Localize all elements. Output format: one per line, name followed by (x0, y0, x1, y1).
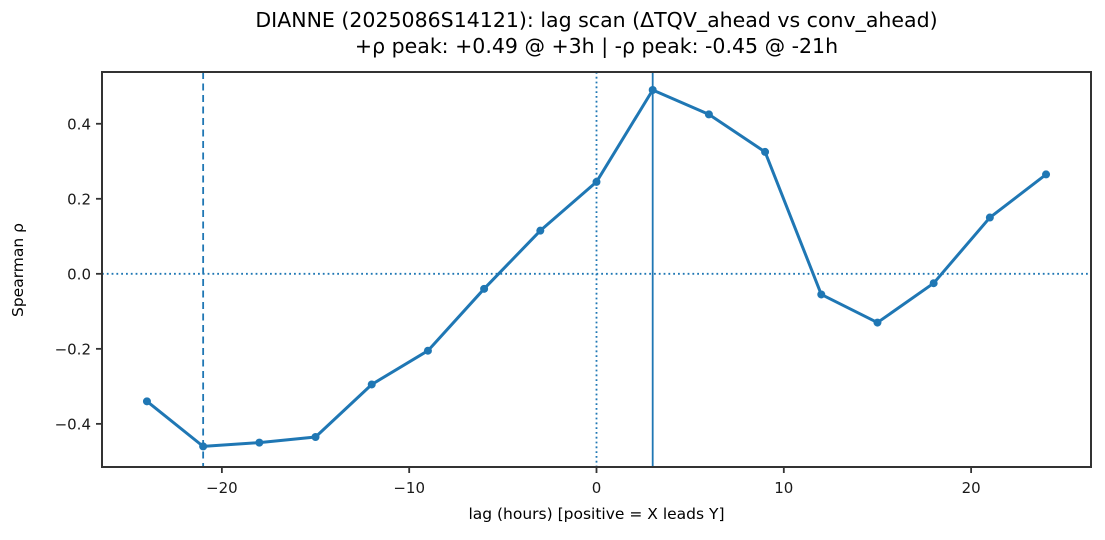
data-point (704, 110, 713, 119)
y-tick-label: −0.2 (55, 340, 91, 358)
data-point (367, 380, 376, 389)
data-point (423, 346, 432, 355)
data-point (817, 290, 826, 299)
x-tick-label: 0 (592, 479, 602, 497)
chart-title: DIANNE (2025086S14121): lag scan (ΔTQV_a… (102, 7, 1091, 59)
data-point (142, 397, 151, 406)
y-tick-label: 0.4 (67, 115, 91, 133)
data-point (1042, 170, 1051, 179)
y-tick-label: 0.0 (67, 265, 91, 283)
data-point (592, 177, 601, 186)
data-point (929, 279, 938, 288)
x-axis-label: lag (hours) [positive = X leads Y] (468, 505, 725, 523)
x-tick-label: −10 (393, 479, 425, 497)
data-point (480, 284, 489, 293)
x-tick-label: −20 (206, 479, 238, 497)
chart-title-line1: DIANNE (2025086S14121): lag scan (ΔTQV_a… (255, 8, 938, 32)
x-tick-label: 20 (962, 479, 981, 497)
chart-title-line2: +ρ peak: +0.49 @ +3h | -ρ peak: -0.45 @ … (354, 34, 839, 58)
data-point (536, 226, 545, 235)
y-axis-label: Spearman ρ (9, 223, 27, 317)
series-line (145, 88, 1048, 448)
y-tick-label: 0.2 (67, 190, 91, 208)
data-point (199, 442, 208, 451)
axes-spines (101, 71, 1092, 468)
y-tick-label: −0.4 (55, 415, 91, 433)
data-point (761, 147, 770, 156)
data-point (873, 318, 882, 327)
data-point (985, 213, 994, 222)
x-tick-label: 10 (774, 479, 793, 497)
data-point (311, 432, 320, 441)
data-point (255, 438, 264, 447)
data-point (648, 86, 657, 95)
